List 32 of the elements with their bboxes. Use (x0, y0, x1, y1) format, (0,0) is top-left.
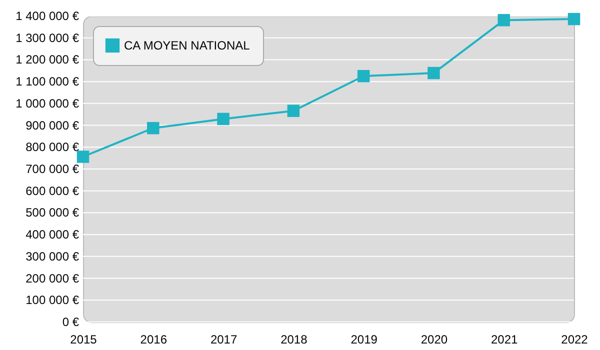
x-tick-label: 2020 (420, 332, 448, 346)
y-tick-label: 300 000 € (26, 249, 80, 264)
y-tick-label: 400 000 € (26, 228, 80, 242)
y-tick-label: 1 000 000 € (16, 96, 80, 110)
y-tick-label: 1 400 000 € (16, 9, 80, 23)
point (357, 70, 370, 82)
x-tick-label: 2015 (70, 332, 98, 346)
y-tick-label: 800 000 € (26, 140, 80, 154)
point (147, 122, 160, 134)
x-tick-label: 2021 (491, 332, 518, 346)
y-tick-label: 1 300 000 € (16, 30, 80, 45)
x-tick-label: 2017 (210, 332, 238, 346)
x-tick-label: 2022 (561, 332, 588, 346)
y-tick-label: 200 000 € (26, 271, 80, 286)
point (568, 12, 580, 26)
y-tick-label: 1 100 000 € (16, 74, 80, 89)
point (76, 150, 90, 163)
y-tick-label: 100 000 € (26, 293, 80, 308)
y-tick-label: 0 € (62, 315, 80, 329)
x-tick-label: 2019 (350, 332, 378, 346)
y-tick-label: 700 000 € (26, 162, 80, 176)
point (498, 14, 510, 26)
y-tick-label: 500 000 € (26, 206, 80, 220)
point (428, 66, 440, 80)
y-tick-label: 900 000 € (26, 118, 80, 132)
legend-label: CA MOYEN NATIONAL (124, 38, 250, 52)
point (287, 104, 300, 117)
x-tick-label: 2018 (280, 332, 308, 346)
x-tick-label: 2016 (140, 332, 168, 346)
y-tick-label: 1 200 000 € (16, 52, 80, 67)
point (217, 112, 230, 126)
y-tick-label: 600 000 € (26, 184, 80, 198)
